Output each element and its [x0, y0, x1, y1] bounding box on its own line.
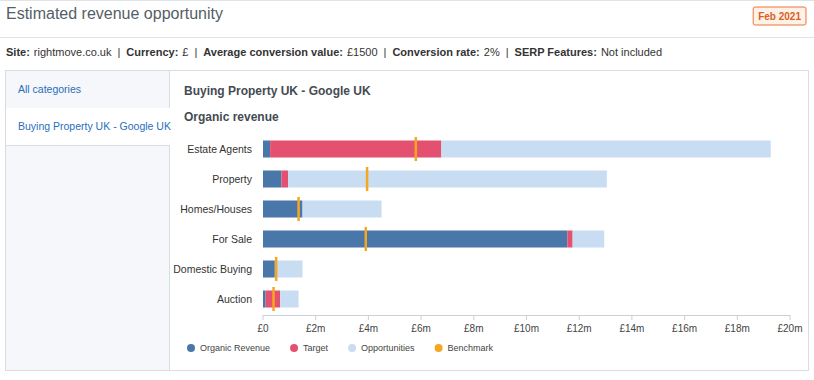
benchmark-marker [365, 227, 368, 251]
x-tick-label: £14m [619, 323, 644, 334]
panel [6, 71, 809, 371]
category-label: Domestic Buying [173, 263, 252, 275]
bar-segment [288, 171, 607, 188]
info-label: Site: [6, 46, 30, 58]
header-divider [0, 37, 814, 38]
category-label: For Sale [212, 233, 252, 245]
x-tick [631, 315, 632, 320]
sidebar-item[interactable] [6, 108, 170, 145]
sidebar-divider [6, 145, 169, 146]
x-tick [790, 315, 791, 320]
legend-swatch [348, 344, 356, 352]
bar-segment [263, 141, 270, 158]
x-tick [684, 315, 685, 320]
legend-label: Opportunities [361, 343, 415, 353]
legend-label: Benchmark [448, 343, 494, 353]
x-tick-label: £0 [257, 323, 269, 334]
page: Estimated revenue opportunity Feb 2021 Sit… [0, 0, 814, 380]
info-label: Conversion rate: [392, 46, 479, 58]
header-title: Estimated revenue opportunity [6, 5, 223, 22]
x-tick [737, 315, 738, 320]
category-label: Property [212, 173, 252, 185]
x-tick-label: £12m [567, 323, 592, 334]
sidebar [6, 71, 169, 370]
bar-segment [567, 231, 572, 248]
info-separator: | [118, 46, 121, 58]
bar-segment [303, 201, 382, 218]
info-label: SERP Features: [515, 46, 597, 58]
x-tick [263, 315, 264, 320]
x-tick [315, 315, 316, 320]
date-badge [753, 7, 806, 25]
legend-swatch [435, 344, 443, 352]
info-separator: | [506, 46, 509, 58]
sidebar-item-label[interactable]: Buying Property UK - Google UK [18, 120, 171, 132]
info-value: 2% [484, 46, 500, 58]
chart-subtitle: Organic revenue [184, 110, 279, 124]
x-tick [579, 315, 580, 320]
info-value: £1500 [347, 46, 378, 58]
info-line: Site: rightmove.co.uk | Currency: £ | Average … [6, 46, 662, 58]
x-tick [526, 315, 527, 320]
bar-segment [263, 261, 275, 278]
x-tick [368, 315, 369, 320]
x-tick-label: £8m [464, 323, 483, 334]
category-label: Auction [217, 293, 252, 305]
x-tick-label: £18m [725, 323, 750, 334]
info-separator: | [384, 46, 387, 58]
x-tick [421, 315, 422, 320]
benchmark-marker [275, 257, 278, 281]
benchmark-marker [415, 137, 418, 161]
chart-title: Buying Property UK - Google UK [184, 84, 371, 98]
info-separator: | [194, 46, 197, 58]
bar-segment [281, 171, 288, 188]
x-tick-label: £16m [672, 323, 697, 334]
info-value: rightmove.co.uk [34, 46, 112, 58]
bar-segment [441, 141, 770, 158]
x-tick-label: £10m [514, 323, 539, 334]
x-tick-label: £20m [777, 323, 802, 334]
info-value: £ [182, 46, 188, 58]
benchmark-marker [366, 167, 369, 191]
x-tick [473, 315, 474, 320]
legend-swatch [290, 344, 298, 352]
x-tick-label: £4m [359, 323, 378, 334]
plot-area [263, 137, 771, 311]
top-border [0, 0, 814, 1]
benchmark-marker [297, 197, 300, 221]
x-tick-label: £2m [306, 323, 325, 334]
legend-label: Target [303, 343, 329, 353]
bar-segment [263, 231, 567, 248]
info-value: Not included [601, 46, 662, 58]
bar-segment [263, 201, 303, 218]
legend-label: Organic Revenue [200, 343, 270, 353]
category-label: Homes/Houses [180, 203, 252, 215]
bar-segment [263, 291, 266, 308]
sidebar-item-label[interactable]: All categories [18, 83, 81, 95]
benchmark-marker [272, 287, 275, 311]
sidebar-item[interactable] [6, 71, 169, 108]
legend-swatch [187, 344, 195, 352]
x-tick-label: £6m [411, 323, 430, 334]
info-label: Average conversion value: [203, 46, 343, 58]
bar-segment [275, 261, 303, 278]
info-label: Currency: [126, 46, 178, 58]
bar-segment [573, 231, 605, 248]
category-label: Estate Agents [187, 143, 252, 155]
background [0, 0, 814, 380]
bar-segment [263, 171, 281, 188]
bar-segment [280, 291, 298, 308]
date-badge-text: Feb 2021 [758, 11, 801, 22]
